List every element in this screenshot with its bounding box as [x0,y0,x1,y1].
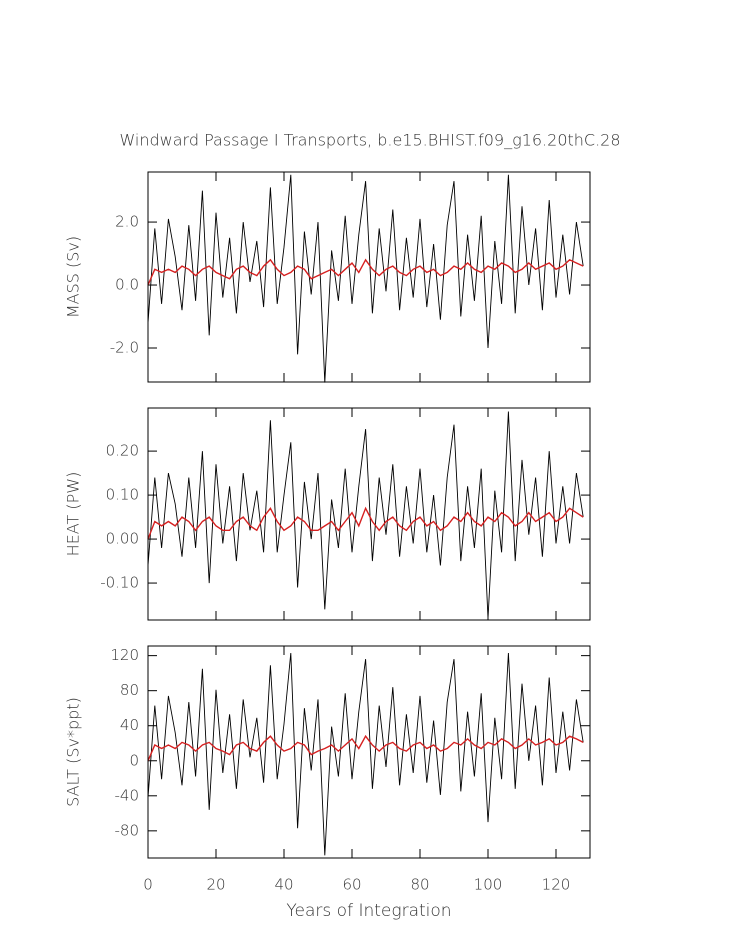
series-line [147,411,584,619]
series-line [147,506,584,540]
y-tick-label: 0.10 [106,486,139,504]
x-axis-label: Years of Integration [286,901,451,921]
y-tick-label: 0 [129,751,139,769]
y-tick-label: 0.20 [106,442,139,460]
y-tick-label: 80 [120,681,139,699]
y-tick-label: -2.0 [110,338,139,356]
y-tick-label: -40 [115,786,140,804]
chart-title: Windward Passage I Transports, b.e15.BHI… [119,131,620,150]
y-axis-label: MASS (Sv) [64,236,83,318]
series-line [147,734,584,762]
x-tick-label: 20 [206,876,225,894]
y-tick-label: 0.00 [106,530,139,548]
y-tick-label: 40 [120,716,139,734]
y-axis-label: HEAT (PW) [64,472,83,557]
series-line [147,174,584,383]
y-tick-label: -80 [115,821,140,839]
y-tick-label: 2.0 [115,213,139,231]
x-tick-label: 120 [542,876,571,894]
series-line [147,258,584,286]
x-tick-label: 100 [474,876,503,894]
x-tick-label: 60 [342,876,361,894]
y-tick-label: -0.10 [100,574,139,592]
series-line [147,652,584,856]
plot-frame [147,645,591,859]
plot-frame [147,171,591,383]
plot-frame [147,407,591,621]
x-tick-label: 40 [274,876,293,894]
y-tick-label: 120 [110,646,139,664]
y-axis-label: SALT (Sv*ppt) [64,697,83,807]
x-tick-label: 0 [143,876,153,894]
x-tick-label: 80 [410,876,429,894]
y-tick-label: 0.0 [115,276,139,294]
